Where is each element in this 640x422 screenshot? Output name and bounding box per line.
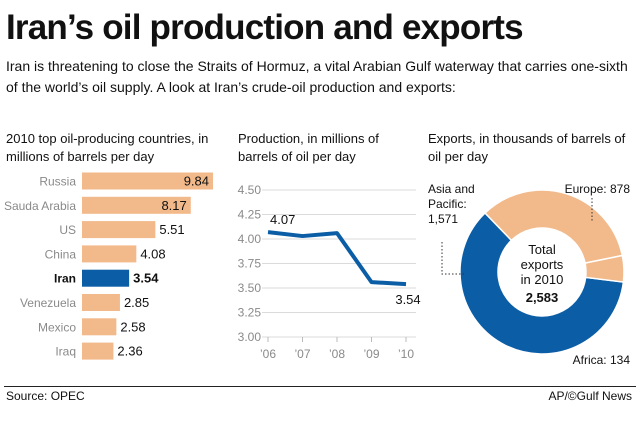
- bar: [82, 318, 117, 336]
- bar-value-label: 5.51: [159, 222, 184, 237]
- y-tick-label: 4.25: [238, 208, 262, 222]
- bar-category-label: Russia: [39, 175, 76, 189]
- donut-center-label: exports: [521, 257, 564, 272]
- bar: [82, 245, 137, 263]
- leader-line: [441, 242, 464, 275]
- bar-category-label: Iraq: [55, 345, 76, 359]
- donut-slice: [584, 254, 625, 283]
- slice-label-africa: Africa: 134: [573, 353, 631, 367]
- data-label: 3.54: [395, 292, 420, 307]
- slice-label-asia: Pacific:: [428, 197, 467, 211]
- bar-value-label: 2.36: [117, 344, 142, 359]
- bar: [82, 221, 156, 239]
- footer: Source: OPEC AP/©Gulf News: [0, 386, 640, 422]
- bar: [82, 294, 120, 311]
- y-tick-label: 3.25: [238, 306, 262, 320]
- footer-divider: [4, 386, 636, 387]
- y-tick-label: 3.75: [238, 257, 262, 271]
- bar-value-label: 2.85: [124, 295, 149, 310]
- slice-label-asia: Asia and: [428, 182, 475, 196]
- bar-category-label: Sauda Arabia: [4, 199, 76, 213]
- slice-label-europe: Europe: 878: [565, 182, 631, 196]
- y-tick-label: 3.00: [238, 330, 262, 344]
- bar-category-label: US: [59, 223, 76, 237]
- credit-note: AP/©Gulf News: [548, 389, 632, 403]
- x-tick-label: ’09: [363, 347, 379, 361]
- bar-value-label: 3.54: [133, 271, 159, 286]
- y-tick-label: 4.00: [238, 232, 262, 246]
- bar: [82, 269, 130, 287]
- page-subtitle: Iran is threatening to close the Straits…: [6, 58, 628, 95]
- slice-label-asia: 1,571: [428, 212, 458, 226]
- x-tick-label: ’07: [294, 347, 310, 361]
- bar: [82, 342, 114, 360]
- bar-chart: Russia 9.84 Sauda Arabia 8.17 US 5.51 China 4.0…: [4, 172, 213, 360]
- bar-category-label: Venezuela: [20, 296, 76, 310]
- donut-center-label: Total: [528, 242, 556, 257]
- production-line: [267, 230, 407, 287]
- donut-center-value: 2,583: [526, 290, 559, 305]
- donut-slice: [483, 189, 624, 265]
- bar-value-label: 9.84: [184, 174, 209, 189]
- donut-center-label: in 2010: [521, 272, 564, 287]
- donut-chart-title: Exports, in thousands of barrels of oil …: [428, 131, 626, 164]
- data-label: 4.07: [270, 212, 295, 227]
- y-tick-label: 3.50: [238, 281, 262, 295]
- bar-category-label: China: [45, 247, 77, 261]
- donut-slice: [459, 211, 625, 355]
- bar-category-label: Iran: [54, 272, 76, 286]
- bar-value-label: 2.58: [120, 319, 145, 334]
- y-tick-label: 4.50: [238, 183, 262, 197]
- bar-value-label: 8.17: [161, 198, 186, 213]
- line-chart: 4.50 4.25 4.00 3.75 3.50 3.25 3.00 ’06 ’07 ’08 ’09…: [238, 183, 421, 361]
- bar-value-label: 4.08: [140, 246, 165, 261]
- line-chart-title: Production, in millions of barrels of oi…: [238, 131, 379, 164]
- bar-chart-title: 2010 top oil-producing countries, in mil…: [6, 131, 209, 164]
- page-title: Iran’s oil production and exports: [6, 8, 524, 47]
- x-tick-label: ’06: [260, 347, 276, 361]
- x-tick-label: ’10: [398, 347, 414, 361]
- bar: [82, 196, 191, 214]
- bar: [82, 172, 213, 190]
- source-note: Source: OPEC: [6, 389, 85, 403]
- bar-category-label: Mexico: [38, 320, 76, 334]
- x-tick-label: ’08: [329, 347, 345, 361]
